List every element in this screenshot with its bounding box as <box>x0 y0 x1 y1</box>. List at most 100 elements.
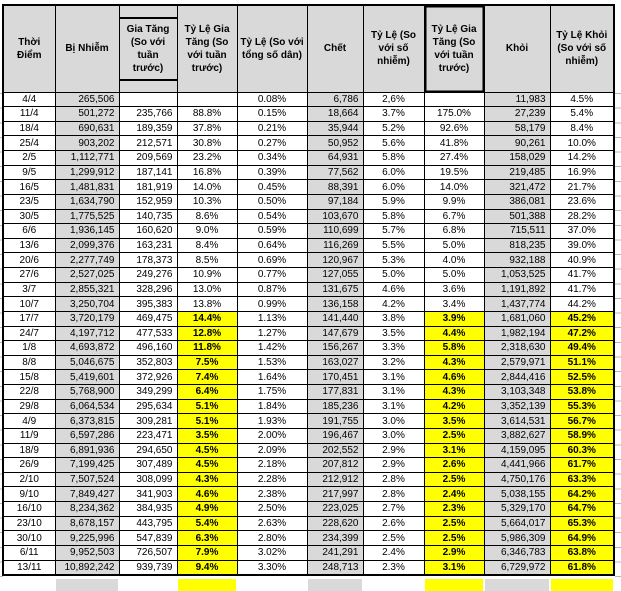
table-cell: 4,750,176 <box>483 471 551 488</box>
table-cell: 3,720,179 <box>54 310 120 327</box>
table-cell: 3.5% <box>362 325 425 342</box>
table-cell: 14.4% <box>176 310 238 327</box>
table-cell: 6,786 <box>306 91 364 108</box>
table-row: 24/7 4,197,712 477,533 12.8% 1.27% 147,679 3.5… <box>2 325 615 342</box>
header-cell-2: Bị Nhiễm <box>54 4 120 93</box>
table-cell: 209,569 <box>118 150 178 166</box>
table-cell: 469,475 <box>118 310 178 327</box>
table-row: 18/4 690,631 189,359 37.8% 0.21% 35,944 5.2% 92… <box>2 120 615 137</box>
table-cell: 690,631 <box>54 120 120 137</box>
table-cell: 212,912 <box>306 471 364 488</box>
table-cell: 0.87% <box>236 281 308 298</box>
date-cell: 4/4 <box>2 91 56 108</box>
table-cell: 13.0% <box>176 281 238 298</box>
table-cell: 10.9% <box>176 267 238 283</box>
table-cell: 1.75% <box>236 384 308 400</box>
table-cell: 5.6% <box>362 135 425 151</box>
table-cell: 56.7% <box>549 413 615 429</box>
date-cell: 16/5 <box>2 179 56 195</box>
header-cell-6: Chết <box>306 4 364 93</box>
table-cell: 939,739 <box>118 559 178 576</box>
table-cell: 2,844,416 <box>483 369 551 385</box>
date-cell: 8/8 <box>2 354 56 371</box>
table-cell: 2.9% <box>362 457 425 473</box>
table-row: 23/5 1,634,790 152,959 10.3% 0.50% 97,184 5.9%… <box>2 193 615 210</box>
table-cell: 187,141 <box>118 164 178 181</box>
table-cell: 21.7% <box>549 179 615 195</box>
table-cell: 196,467 <box>306 427 364 444</box>
table-cell: 2.5% <box>423 530 485 546</box>
table-cell: 248,713 <box>306 559 364 576</box>
table-body: 4/4 265,506 0.08% 6,786 2,6% 11,983 4.5% 11/4 50… <box>2 91 615 576</box>
table-cell: 249,276 <box>118 267 178 283</box>
table-cell: 35,944 <box>306 120 364 137</box>
table-cell: 3,352,139 <box>483 398 551 415</box>
table-cell: 55.3% <box>549 398 615 415</box>
date-cell: 1/8 <box>2 340 56 356</box>
table-cell: 63.3% <box>549 471 615 488</box>
date-cell: 18/4 <box>2 120 56 137</box>
table-cell: 2.3% <box>423 501 485 517</box>
table-cell: 5,419,601 <box>54 369 120 385</box>
table-cell: 2.50% <box>236 501 308 517</box>
table-cell: 4.5% <box>176 457 238 473</box>
table-cell: 3.1% <box>362 369 425 385</box>
table-cell: 5.2% <box>362 120 425 137</box>
table-cell: 189,359 <box>118 120 178 137</box>
table-row: 8/8 5,046,675 352,803 7.5% 1.53% 163,027 3.2% 4… <box>2 354 615 371</box>
table-cell: 191,755 <box>306 413 364 429</box>
table-cell: 2.5% <box>362 530 425 546</box>
table-cell: 92.6% <box>423 120 485 137</box>
table-cell: 0.54% <box>236 208 308 225</box>
partial-cell <box>551 579 613 591</box>
table-cell: 13.8% <box>176 296 238 312</box>
table-cell: 386,081 <box>483 193 551 210</box>
date-cell: 4/9 <box>2 413 56 429</box>
table-cell: 18,664 <box>306 106 364 122</box>
table-cell: 5,986,309 <box>483 530 551 546</box>
table-cell: 9.4% <box>176 559 238 576</box>
table-cell: 2,579,971 <box>483 354 551 371</box>
table-cell: 223,471 <box>118 427 178 444</box>
table-cell: 5.4% <box>176 515 238 532</box>
table-row: 30/5 1,775,525 140,735 8.6% 0.54% 103,670 5.8%… <box>2 208 615 225</box>
date-cell: 17/7 <box>2 310 56 327</box>
table-row: 13/6 2,099,376 163,231 8.4% 0.64% 116,269 5.5%… <box>2 237 615 254</box>
table-cell: 12.8% <box>176 325 238 342</box>
table-cell: 88.8% <box>176 106 238 122</box>
table-cell: 152,959 <box>118 193 178 210</box>
table-cell: 3.0% <box>362 413 425 429</box>
table-cell: 39.0% <box>549 237 615 254</box>
table-cell: 5.9% <box>362 193 425 210</box>
table-cell: 140,735 <box>118 208 178 225</box>
table-cell: 181,919 <box>118 179 178 195</box>
table-cell: 2.8% <box>362 486 425 502</box>
table-cell: 116,269 <box>306 237 364 254</box>
table-cell: 5,046,675 <box>54 354 120 371</box>
table-cell: 103,670 <box>306 208 364 225</box>
table-cell: 2,318,630 <box>483 340 551 356</box>
table-cell: 3.4% <box>423 296 485 312</box>
table-cell: 5.1% <box>176 413 238 429</box>
date-cell: 3/7 <box>2 281 56 298</box>
table-cell: 5.7% <box>362 223 425 239</box>
date-cell: 9/5 <box>2 164 56 181</box>
table-cell: 5,768,900 <box>54 384 120 400</box>
table-cell: 4.0% <box>423 252 485 268</box>
table-cell: 1,437,774 <box>483 296 551 312</box>
table-cell: 2.6% <box>423 457 485 473</box>
table-row: 11/9 6,597,286 223,471 3.5% 2.00% 196,467 3.0%… <box>2 427 615 444</box>
table-cell: 64.7% <box>549 501 615 517</box>
table-cell: 41.7% <box>549 267 615 283</box>
table-cell: 2.00% <box>236 427 308 444</box>
table-cell: 6.7% <box>423 208 485 225</box>
table-cell: 0.99% <box>236 296 308 312</box>
table-cell: 0.21% <box>236 120 308 137</box>
table-row: 16/5 1,481,831 181,919 14.0% 0.45% 88,391 6.0%… <box>2 179 615 195</box>
table-cell: 3,882,627 <box>483 427 551 444</box>
table-cell: 64.2% <box>549 486 615 502</box>
table-cell: 1.93% <box>236 413 308 429</box>
table-cell: 45.2% <box>549 310 615 327</box>
table-cell: 5.4% <box>549 106 615 122</box>
partial-row-overlay <box>0 579 621 591</box>
